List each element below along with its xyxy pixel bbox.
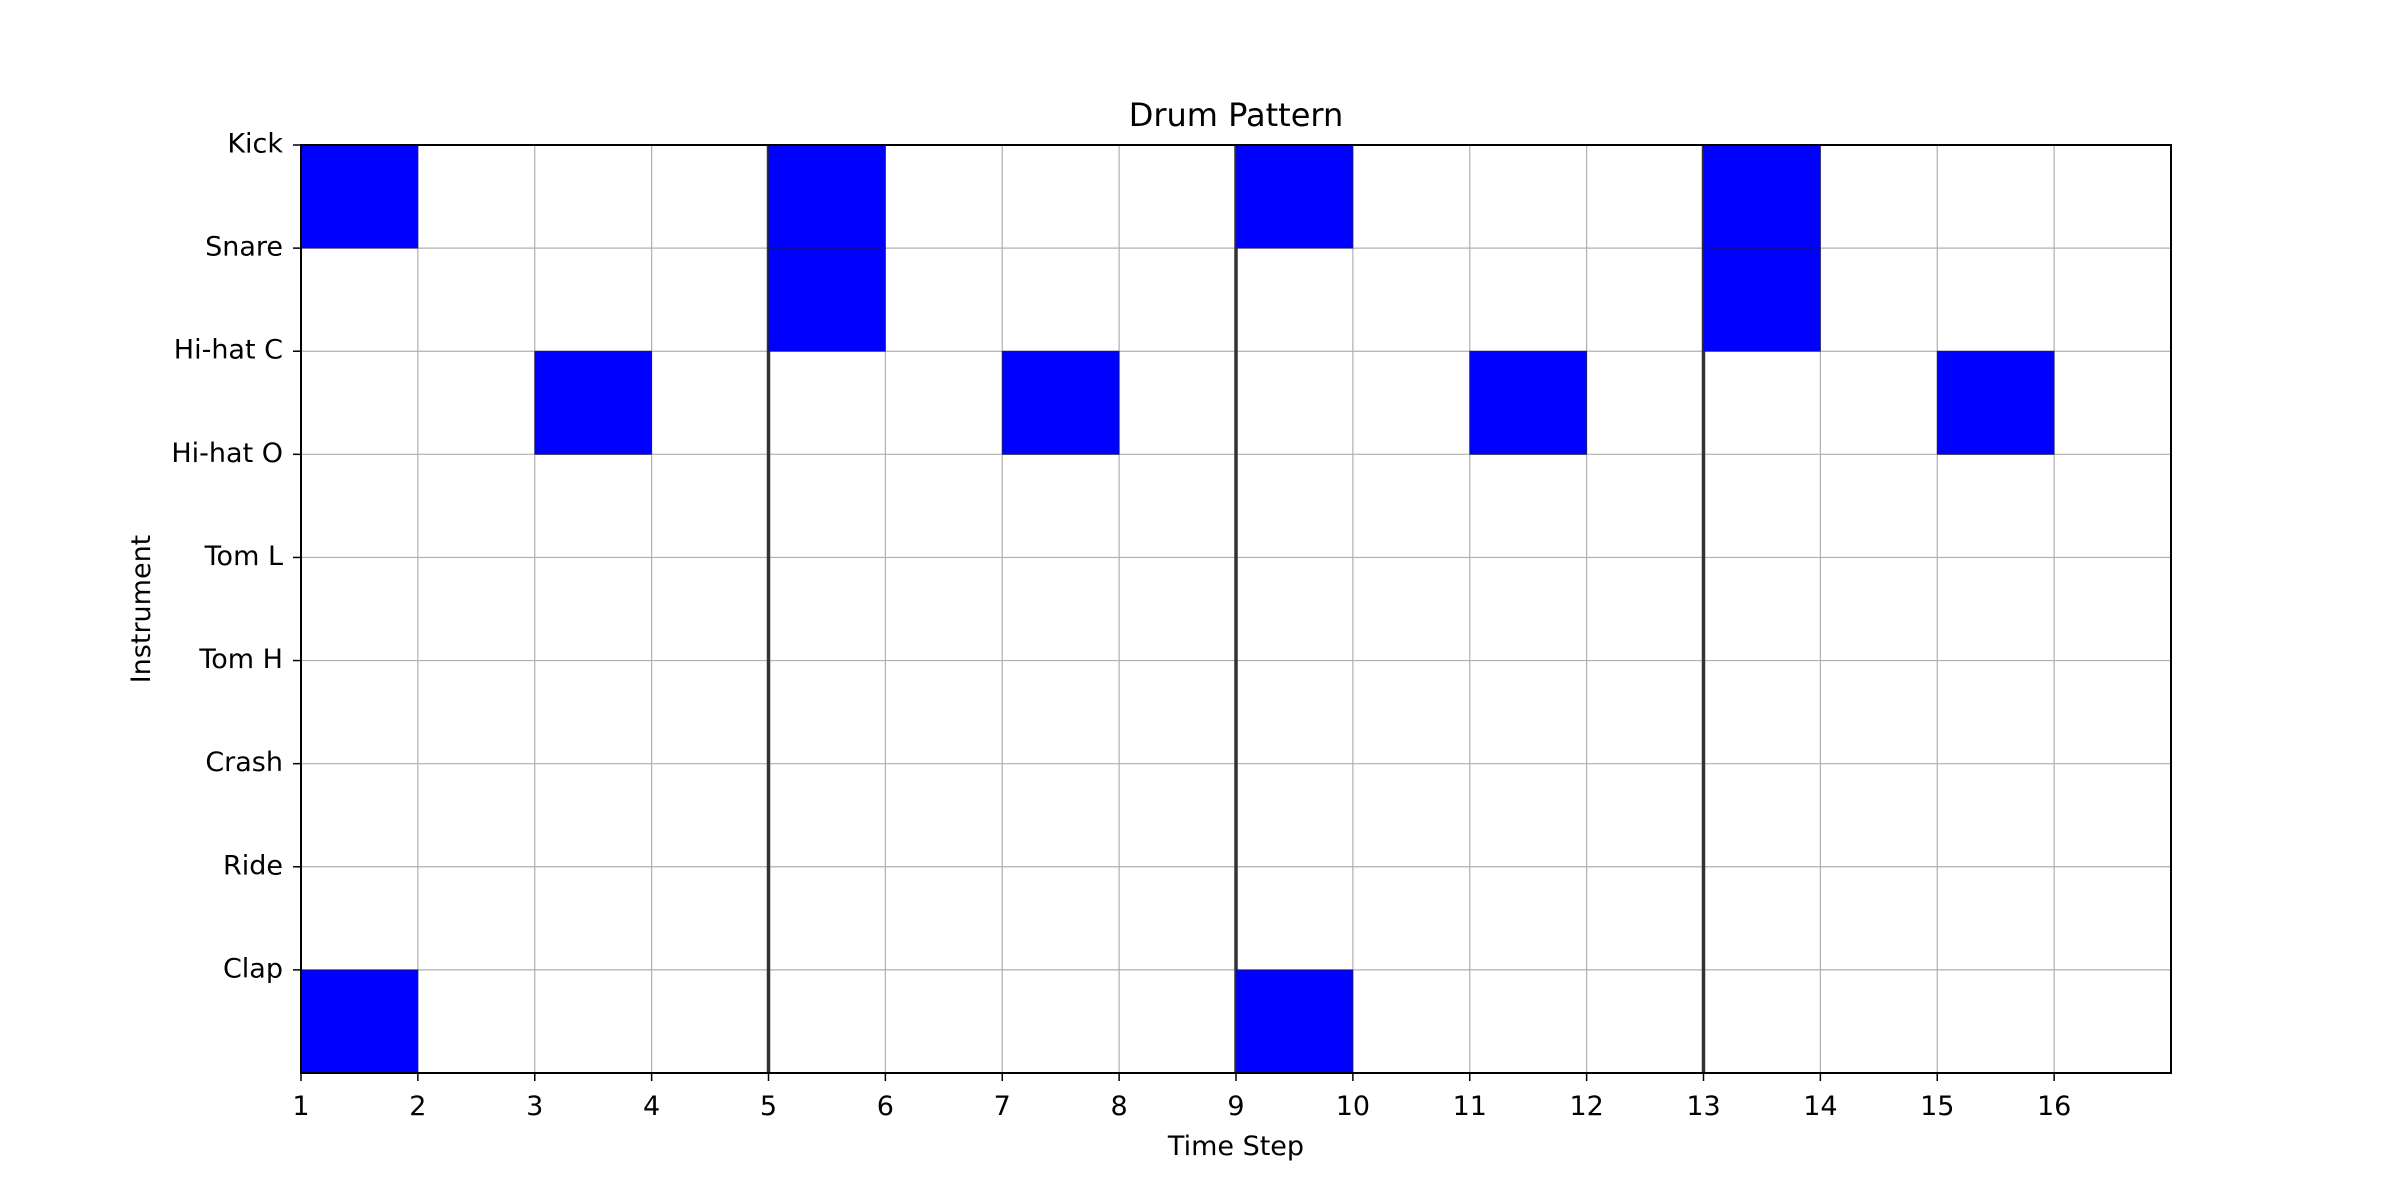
- hit-cell: [534, 350, 653, 455]
- hit-cell: [1469, 350, 1588, 455]
- x-tick-label: 13: [1686, 1091, 1720, 1122]
- y-tick-label: Ride: [223, 850, 283, 881]
- x-tick-label: 2: [409, 1091, 426, 1122]
- hit-cell: [768, 247, 886, 352]
- y-tick-label: Tom L: [204, 541, 283, 572]
- x-tick-label: 10: [1336, 1091, 1370, 1122]
- x-axis-ticks: 1 2 3 4 5 6 7 8 9 10 11 12 13 14 15 16: [292, 1073, 2071, 1122]
- hit-cell: [1936, 350, 2055, 455]
- y-tick-label: Tom H: [198, 644, 283, 675]
- hit-cell: [300, 144, 419, 249]
- hit-cell: [1703, 247, 1821, 352]
- hit-cell: [1235, 144, 1354, 249]
- x-tick-label: 4: [643, 1091, 660, 1122]
- hit-cell: [1001, 350, 1120, 455]
- x-axis-label: Time Step: [1167, 1131, 1304, 1162]
- y-tick-label: Crash: [205, 747, 283, 778]
- x-tick-label: 3: [526, 1091, 543, 1122]
- y-tick-label: Clap: [223, 953, 283, 984]
- y-tick-label: Kick: [227, 129, 283, 160]
- y-tick-label: Snare: [205, 232, 283, 263]
- hit-cell: [1703, 144, 1821, 249]
- x-tick-label: 14: [1803, 1091, 1837, 1122]
- x-tick-label: 1: [292, 1091, 309, 1122]
- y-tick-label: Hi-hat C: [174, 335, 283, 366]
- chart-title: Drum Pattern: [1129, 96, 1344, 134]
- hit-cell: [768, 144, 886, 249]
- hit-cell: [1235, 969, 1354, 1074]
- y-axis-label: Instrument: [126, 535, 157, 684]
- x-tick-label: 6: [877, 1091, 894, 1122]
- x-tick-label: 15: [1920, 1091, 1954, 1122]
- x-tick-label: 16: [2037, 1091, 2071, 1122]
- hit-cell: [300, 969, 419, 1074]
- x-tick-label: 12: [1569, 1091, 1603, 1122]
- x-tick-label: 8: [1111, 1091, 1128, 1122]
- y-tick-label: Hi-hat O: [171, 438, 283, 469]
- x-tick-label: 7: [994, 1091, 1011, 1122]
- x-tick-label: 11: [1453, 1091, 1487, 1122]
- x-tick-label: 9: [1227, 1091, 1244, 1122]
- hit-cells: [300, 144, 2055, 1074]
- y-axis-ticks: Kick Snare Hi-hat C Hi-hat O Tom L Tom H Crash…: [171, 129, 301, 984]
- x-tick-label: 5: [760, 1091, 777, 1122]
